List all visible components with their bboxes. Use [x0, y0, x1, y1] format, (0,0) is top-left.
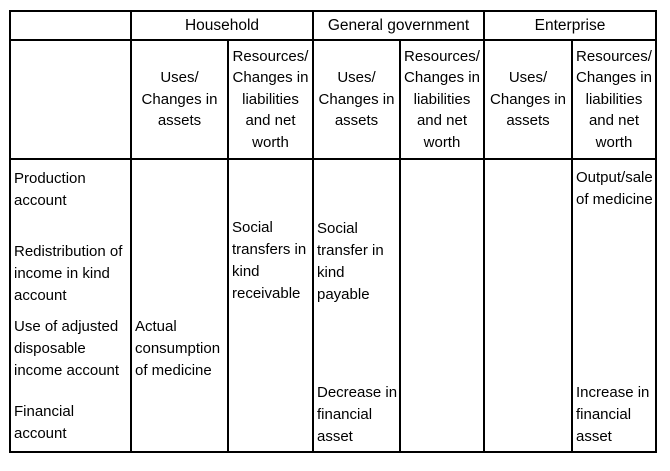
entry-decrease-in-financial-asset: Decrease in financial asset — [317, 384, 398, 445]
entry-increase-in-financial-asset: Increase in financial asset — [576, 384, 650, 445]
accounting-flows-table: Household General government Enterprise … — [9, 10, 657, 453]
cell-household-uses: Actual consumption of medicine — [130, 158, 227, 451]
entry-actual-consumption-of-medicine: Actual consumption of medicine — [135, 318, 221, 379]
col-header-household-uses: Uses/ Changes in assets — [130, 39, 227, 158]
row-labels-column: Production account Redistribution of inc… — [11, 158, 130, 451]
group-header-general-government: General government — [312, 12, 483, 39]
cell-enterprise-uses — [483, 158, 571, 451]
row-label-redistribution-account: Redistribution of income in kind account — [14, 243, 123, 304]
col-header-household-resources: Resources/ Changes in liabilities and ne… — [227, 39, 312, 158]
col-header-enterprise-resources: Resources/ Changes in liabilities and ne… — [571, 39, 655, 158]
entry-output-sale-of-medicine: Output/sale of medicine — [576, 169, 653, 208]
cell-household-resources: Social transfers in kind receivable — [227, 158, 312, 451]
entry-social-transfers-in-kind-receivable: Social transfers in kind receivable — [232, 219, 307, 302]
group-header-household: Household — [130, 12, 312, 39]
cell-government-resources — [399, 158, 483, 451]
row-label-production-account: Production account — [14, 170, 86, 209]
entry-social-transfer-in-kind-payable: Social transfer in kind payable — [317, 220, 384, 303]
row-label-financial-account: Financial account — [14, 403, 75, 442]
corner-cell-top — [11, 12, 130, 39]
cell-enterprise-resources: Output/sale of medicine Increase in fina… — [571, 158, 655, 451]
corner-cell-sub — [11, 39, 130, 158]
col-header-government-uses: Uses/ Changes in assets — [312, 39, 399, 158]
col-header-government-resources: Resources/ Changes in liabilities and ne… — [399, 39, 483, 158]
group-header-enterprise: Enterprise — [483, 12, 655, 39]
cell-government-uses: Social transfer in kind payable Decrease… — [312, 158, 399, 451]
row-label-use-of-adjusted-account: Use of adjusted disposable income accoun… — [14, 318, 120, 379]
col-header-enterprise-uses: Uses/ Changes in assets — [483, 39, 571, 158]
